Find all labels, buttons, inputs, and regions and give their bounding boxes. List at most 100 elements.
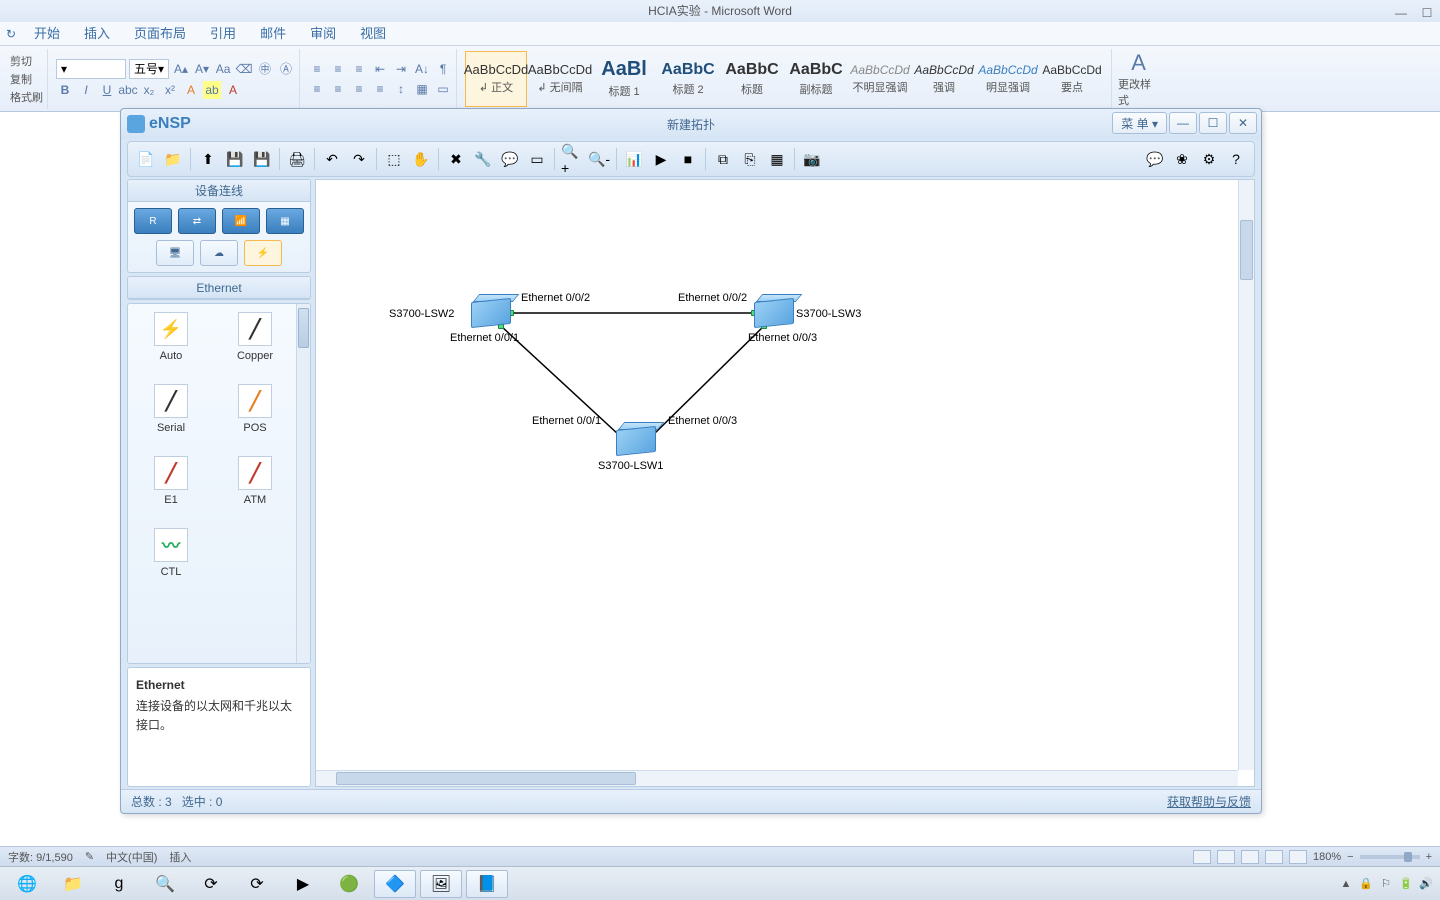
grow-font-icon[interactable]: A▴ [172,60,190,78]
taskbar-app-7[interactable]: 🟢 [328,870,370,898]
connector-ctl[interactable]: 〰CTL [138,528,204,594]
align-center-icon[interactable]: ≡ [329,80,347,98]
style-item-6[interactable]: AaBbCcDd不明显强调 [849,51,911,107]
ensp-toolbtn-12[interactable]: 💬 [498,147,522,171]
sort-icon[interactable]: A↓ [413,60,431,78]
style-item-7[interactable]: AaBbCcDd强调 [913,51,975,107]
style-item-9[interactable]: AaBbCcDd要点 [1041,51,1103,107]
ensp-toolbtn-right-0[interactable]: 💬 [1143,147,1167,171]
phonetic-icon[interactable]: ㊥ [256,60,274,78]
ensp-toolbtn-2[interactable]: ⬆ [196,147,220,171]
ensp-toolbtn-8[interactable]: ⬚ [382,147,406,171]
tray-icon-2[interactable]: ⚐ [1378,876,1394,892]
device-cat-2[interactable]: 📶 [222,208,260,234]
ensp-toolbtn-9[interactable]: ✋ [409,147,433,171]
switch-lsw2[interactable] [471,300,511,326]
style-item-8[interactable]: AaBbCcDd明显强调 [977,51,1039,107]
device-cat2-2[interactable]: ⚡ [244,240,282,266]
ensp-toolbtn-right-1[interactable]: ❀ [1170,147,1194,171]
print-layout-icon[interactable] [1193,850,1211,864]
ensp-toolbtn-17[interactable]: ▶ [649,147,673,171]
ribbon-tab-3[interactable]: 引用 [198,22,248,46]
ensp-toolbtn-5[interactable]: 🖨 [285,147,309,171]
ensp-toolbtn-11[interactable]: 🔧 [471,147,495,171]
ensp-minimize-icon[interactable]: — [1169,112,1197,134]
zoom-out-icon[interactable]: − [1347,851,1353,863]
bold-icon[interactable]: B [56,81,74,99]
ensp-toolbtn-19[interactable]: ⧉ [711,147,735,171]
zoom-slider[interactable] [1360,855,1420,859]
clear-format-icon[interactable]: ⌫ [235,60,253,78]
ribbon-tab-5[interactable]: 审阅 [298,22,348,46]
ensp-toolbtn-21[interactable]: ▦ [765,147,789,171]
clipboard-paintbrush[interactable]: 格式刷 [10,89,43,105]
underline-icon[interactable]: U [98,81,116,99]
ensp-toolbtn-10[interactable]: ✖ [444,147,468,171]
ensp-toolbtn-14[interactable]: 🔍+ [560,147,584,171]
connector-copper[interactable]: ╱Copper [222,312,288,378]
connector-scrollbar[interactable] [296,304,310,663]
taskbar-app-8[interactable]: 🔷 [374,870,416,898]
font-color-icon[interactable]: A [224,81,242,99]
ensp-maximize-icon[interactable]: ☐ [1199,112,1227,134]
numbering-icon[interactable]: ≡ [329,60,347,78]
taskbar-app-10[interactable]: 📘 [466,870,508,898]
bullets-icon[interactable]: ≡ [308,60,326,78]
indent-inc-icon[interactable]: ⇥ [392,60,410,78]
fullscreen-reading-icon[interactable] [1217,850,1235,864]
tray-icon-4[interactable]: 🔊 [1418,876,1434,892]
tray-icon-3[interactable]: 🔋 [1398,876,1414,892]
taskbar-app-5[interactable]: ⟳ [236,870,278,898]
ensp-toolbtn-20[interactable]: ⎘ [738,147,762,171]
device-cat2-1[interactable]: ☁ [200,240,238,266]
taskbar-app-2[interactable]: g [98,870,140,898]
device-cat-1[interactable]: ⇄ [178,208,216,234]
ensp-toolbtn-3[interactable]: 💾 [223,147,247,171]
taskbar-app-1[interactable]: 📁 [52,870,94,898]
ensp-toolbtn-22[interactable]: 📷 [800,147,824,171]
enclose-icon[interactable]: Ⓐ [277,60,295,78]
indent-dec-icon[interactable]: ⇤ [371,60,389,78]
shading-icon[interactable]: ▦ [413,80,431,98]
clipboard-cut[interactable]: 剪切 [10,53,43,69]
taskbar-app-0[interactable]: 🌐 [6,870,48,898]
change-case-icon[interactable]: Aa [214,60,232,78]
ribbon-tab-6[interactable]: 视图 [348,22,398,46]
ensp-toolbtn-13[interactable]: ▭ [525,147,549,171]
ensp-close-icon[interactable]: ✕ [1229,112,1257,134]
highlight-icon[interactable]: ab [203,81,221,99]
taskbar-app-9[interactable]: 🖼 [420,870,462,898]
ribbon-tab-2[interactable]: 页面布局 [122,22,198,46]
status-help-link[interactable]: 获取帮助与反馈 [1167,793,1251,810]
draft-icon[interactable] [1289,850,1307,864]
style-item-3[interactable]: AaBbC标题 2 [657,51,719,107]
connector-serial[interactable]: ╱Serial [138,384,204,450]
align-left-icon[interactable]: ≡ [308,80,326,98]
text-effect-icon[interactable]: A [182,81,200,99]
ensp-toolbtn-7[interactable]: ↷ [347,147,371,171]
ensp-toolbtn-16[interactable]: 📊 [622,147,646,171]
italic-icon[interactable]: I [77,81,95,99]
shrink-font-icon[interactable]: A▾ [193,60,211,78]
ribbon-tab-0[interactable]: 开始 [22,22,72,46]
taskbar-app-6[interactable]: ▶ [282,870,324,898]
subscript-icon[interactable]: x₂ [140,81,158,99]
word-language[interactable]: 中文(中国) [106,849,157,865]
borders-icon[interactable]: ▭ [434,80,452,98]
ribbon-tab-4[interactable]: 邮件 [248,22,298,46]
tray-icon-1[interactable]: 🔒 [1358,876,1374,892]
ensp-toolbtn-6[interactable]: ↶ [320,147,344,171]
style-item-2[interactable]: AaBl标题 1 [593,51,655,107]
style-item-5[interactable]: AaBbC副标题 [785,51,847,107]
show-marks-icon[interactable]: ¶ [434,60,452,78]
taskbar-app-3[interactable]: 🔍 [144,870,186,898]
line-spacing-icon[interactable]: ↕ [392,80,410,98]
font-name-combo[interactable]: ▾ [56,59,126,79]
connector-atm[interactable]: ╱ATM [222,456,288,522]
multilevel-icon[interactable]: ≡ [350,60,368,78]
redo-icon[interactable]: ↻ [0,24,22,44]
switch-lsw1[interactable] [616,428,656,454]
align-right-icon[interactable]: ≡ [350,80,368,98]
restore-icon[interactable]: ☐ [1418,2,1436,16]
font-size-combo[interactable]: 五号▾ [129,59,169,79]
